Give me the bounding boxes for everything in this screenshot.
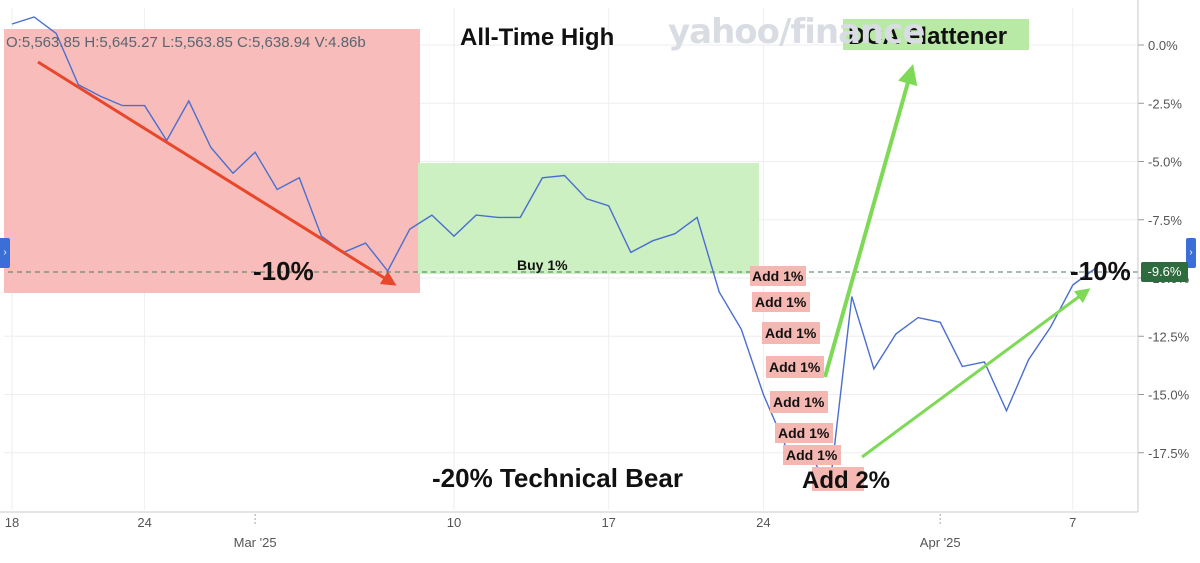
x-month-label: Apr '25	[920, 535, 961, 550]
x-tick-label: 18	[5, 515, 19, 530]
data-point	[453, 235, 454, 236]
data-point	[188, 100, 189, 101]
data-point	[851, 296, 852, 297]
x-tick-label: 7	[1069, 515, 1076, 530]
data-point	[1028, 359, 1029, 360]
add-label-5: Add 1%	[773, 394, 825, 410]
data-point	[697, 217, 698, 218]
data-point	[520, 217, 521, 218]
chevron-right-icon: ›	[3, 247, 7, 258]
y-tick-label: -12.5%	[1148, 329, 1190, 344]
add-label-1: Add 1%	[752, 268, 804, 284]
data-point	[918, 317, 919, 318]
add-label-bg-7	[783, 445, 841, 465]
data-point	[674, 233, 675, 234]
add-label-2: Add 1%	[755, 294, 807, 310]
minus10-left-label: -10%	[253, 256, 314, 286]
minus10-right-label: -10%	[1070, 256, 1131, 286]
flattener-arrow	[823, 64, 918, 378]
x-tick-label: 17	[601, 515, 615, 530]
add-label-bg-6	[775, 423, 833, 443]
add2-label: Add 2%	[802, 467, 890, 494]
data-point	[232, 173, 233, 174]
data-point	[873, 368, 874, 369]
add-label-bg-2	[752, 292, 810, 312]
y-tick-label: -5.0%	[1148, 155, 1182, 170]
data-point	[476, 214, 477, 215]
add-label-3: Add 1%	[765, 325, 817, 341]
data-point	[409, 228, 410, 229]
data-point	[210, 147, 211, 148]
data-point	[586, 198, 587, 199]
data-point	[895, 333, 896, 334]
all-time-high-label: All-Time High	[460, 24, 614, 51]
y-tick-label: -15.0%	[1148, 388, 1190, 403]
data-point	[652, 240, 653, 241]
recovery-arrow	[861, 288, 1091, 459]
data-point	[365, 242, 366, 243]
y-tick-label: 0.0%	[1148, 38, 1178, 53]
data-point	[984, 361, 985, 362]
series-layer	[11, 16, 1096, 490]
decline-arrow	[37, 60, 397, 286]
y-tick-label: -2.5%	[1148, 96, 1182, 111]
data-point	[299, 177, 300, 178]
ohlc-readout: O:5,563.85 H:5,645.27 L:5,563.85 C:5,638…	[6, 34, 366, 51]
add-label-4: Add 1%	[769, 359, 821, 375]
data-point	[255, 152, 256, 153]
bear-label: -20% Technical Bear	[432, 463, 683, 493]
data-point	[11, 23, 12, 24]
add-label-6: Add 1%	[778, 425, 830, 441]
data-point	[122, 105, 123, 106]
dca-flattener-box	[843, 19, 1029, 50]
add-label-bg-4	[766, 356, 824, 378]
data-point	[1050, 326, 1051, 327]
data-point	[34, 16, 35, 17]
data-point	[564, 175, 565, 176]
data-point	[741, 329, 742, 330]
axis-layer: 0.0%-2.5%-5.0%-7.5%-10.0%-12.5%-15.0%-17…	[0, 0, 1190, 550]
data-point	[277, 189, 278, 190]
data-point	[100, 96, 101, 97]
add-label-bg-5	[770, 391, 828, 413]
add-label-bg-3	[762, 322, 820, 344]
data-point	[940, 322, 941, 323]
data-point	[1006, 410, 1007, 411]
data-point	[719, 291, 720, 292]
data-point	[78, 84, 79, 85]
y-tick-label: -17.5%	[1148, 446, 1190, 461]
x-month-label: Mar '25	[234, 535, 277, 550]
add-label-7: Add 1%	[786, 447, 838, 463]
x-tick-label: 10	[447, 515, 461, 530]
data-point	[962, 366, 963, 367]
data-point	[608, 205, 609, 206]
recovery-zone	[418, 163, 759, 274]
yahoo-finance-watermark: yahoo/finance	[668, 12, 925, 52]
x-tick-label: 24	[756, 515, 770, 530]
data-point	[144, 105, 145, 106]
data-point	[431, 214, 432, 215]
left-scroll-handle[interactable]: ›	[0, 238, 10, 268]
series-line	[11, 16, 1096, 490]
data-point	[542, 177, 543, 178]
data-point	[763, 394, 764, 395]
y-tick-label: -7.5%	[1148, 213, 1182, 228]
add2-box	[812, 467, 864, 491]
dca-flattener-label: DCA Flattener	[848, 23, 1007, 50]
data-point	[498, 217, 499, 218]
buy-label: Buy 1%	[517, 257, 568, 273]
chevron-right-icon: ›	[1189, 247, 1193, 258]
add-label-bg-1	[750, 266, 806, 286]
right-scroll-handle[interactable]: ›	[1186, 238, 1196, 268]
x-tick-label: 24	[137, 515, 151, 530]
data-point	[630, 252, 631, 253]
decline-zone	[4, 29, 420, 293]
data-point	[321, 235, 322, 236]
data-point	[387, 270, 388, 271]
current-value-badge: -9.6%	[1141, 262, 1188, 282]
